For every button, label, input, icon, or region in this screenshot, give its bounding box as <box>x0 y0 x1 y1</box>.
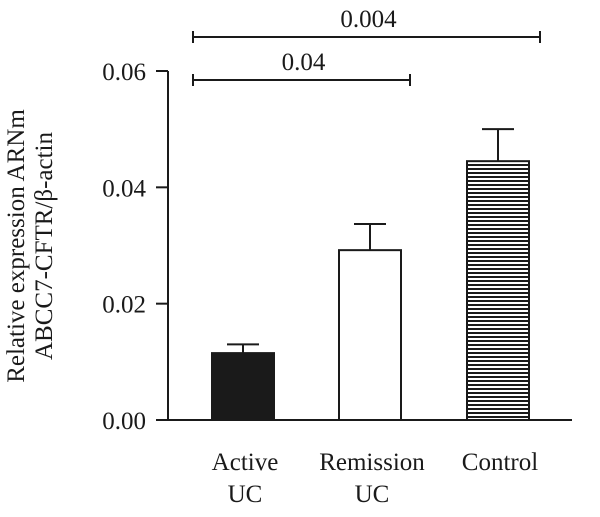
category-label-0-line-1: UC <box>228 481 263 508</box>
bars <box>211 160 530 422</box>
category-labels: Active UC Remission UC Control <box>212 449 539 508</box>
y-tick-label: 0.04 <box>102 175 146 202</box>
significance-brackets: 0.04 0.004 <box>192 6 541 86</box>
significance-label-1: 0.004 <box>340 6 397 33</box>
error-bars <box>227 128 514 354</box>
category-label-2-line-0: Control <box>462 449 538 476</box>
category-label-1-line-0: Remission <box>319 449 425 476</box>
y-tick-label: 0.02 <box>102 292 146 319</box>
y-axis-label: Relative expression ARNm ABCC7-CFTR/β-ac… <box>3 109 58 383</box>
y-tick-label: 0.00 <box>102 408 146 435</box>
category-label-1-line-1: UC <box>355 481 390 508</box>
y-axis-ticks: 0.00 0.02 0.04 0.06 <box>102 59 168 435</box>
y-axis-label-line-1: Relative expression ARNm <box>3 109 30 383</box>
bar-0 <box>211 352 275 422</box>
bar-1 <box>338 249 402 421</box>
y-tick-label: 0.06 <box>102 59 146 86</box>
significance-label-0: 0.04 <box>282 49 326 76</box>
category-label-0-line-0: Active <box>212 449 279 476</box>
bar-2 <box>466 160 530 422</box>
y-axis-label-line-2: ABCC7-CFTR/β-actin <box>31 132 58 361</box>
